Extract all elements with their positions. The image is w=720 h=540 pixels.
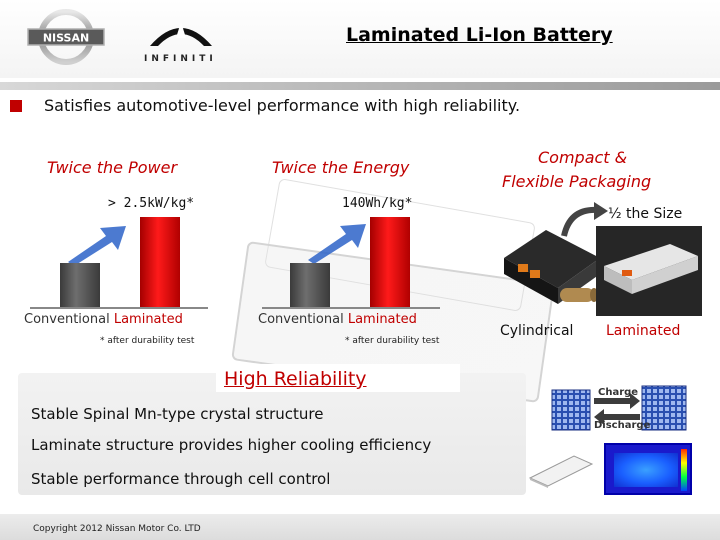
energy-laminated-label: Laminated [347,312,417,327]
left-arrow-icon [594,409,640,425]
charge-label: Charge [598,387,639,398]
page-title: Laminated Li-Ion Battery [346,24,613,46]
bullet-square-icon [10,100,22,112]
heatmap-hot-area [614,453,678,487]
thermal-heatmap-image [604,443,692,495]
reliability-line-3: Stable performance through cell control [31,470,331,488]
copyright-text: Copyright 2012 Nissan Motor Co. LTD [33,524,201,534]
energy-footnote: * after durability test [345,336,440,346]
bullet-text: Satisfies automotive-level performance w… [44,96,521,115]
power-title: Twice the Power [47,158,178,177]
laminated-cell-image [596,226,702,316]
energy-conventional-bar [290,263,330,308]
packaging-title-line1: Compact & [538,148,628,167]
heatmap-color-scale [681,449,687,491]
thin-cell-image [528,455,594,488]
power-footnote: * after durability test [100,336,195,346]
right-arrow-icon [594,393,640,409]
up-right-arrow-icon [308,224,366,264]
footer [0,514,720,540]
crystal-structure-illustration [551,385,687,431]
power-value: > 2.5kW/kg* [108,196,195,211]
power-laminated-bar [140,217,180,308]
energy-laminated-bar [370,217,410,308]
up-right-arrow-icon [68,226,126,266]
reliability-box [18,373,526,495]
laminated-label: Laminated [606,323,681,339]
reliability-line-1: Stable Spinal Mn-type crystal structure [31,405,324,423]
cylindrical-label: Cylindrical [500,323,574,339]
energy-category-labels: Conventional Laminated [258,312,417,327]
reliability-title: High Reliability [224,368,367,390]
energy-baseline [262,307,440,309]
curved-arrow-icon [561,202,608,237]
power-conventional-label: Conventional [24,312,110,327]
reliability-line-2: Laminate structure provides higher cooli… [31,436,432,454]
cylindrical-module-image [504,230,600,304]
infiniti-wordmark: INFINITI [144,54,217,64]
header-divider [0,82,720,90]
energy-value: 140Wh/kg* [342,196,413,211]
power-conventional-bar [60,263,100,308]
header [0,0,720,78]
reliability-title-background [216,364,460,392]
power-laminated-label: Laminated [113,312,183,327]
discharge-label: Discharge [594,420,651,431]
nissan-wordmark: NISSAN [43,32,89,45]
energy-conventional-label: Conventional [258,312,344,327]
power-baseline [30,307,208,309]
packaging-title-line2: Flexible Packaging [502,172,652,191]
nissan-logo: NISSAN [27,9,105,65]
power-category-labels: Conventional Laminated [24,312,183,327]
infiniti-logo [150,22,212,46]
half-size-label: ½ the Size [608,206,683,222]
energy-title: Twice the Energy [272,158,410,177]
